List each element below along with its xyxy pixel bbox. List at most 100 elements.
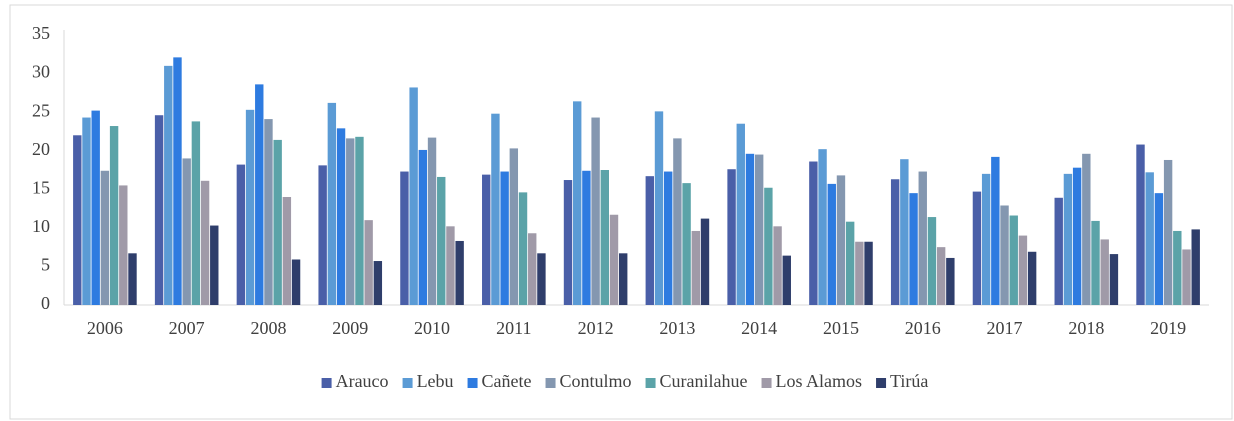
- bar: [818, 149, 827, 305]
- bar: [200, 180, 210, 305]
- bar: [245, 109, 255, 305]
- bar: [1100, 239, 1109, 305]
- legend-swatch: [321, 378, 332, 388]
- bar: [173, 57, 182, 305]
- bar: [900, 159, 909, 305]
- bar: [82, 117, 91, 306]
- bar: [236, 164, 246, 305]
- bar: [418, 149, 428, 305]
- bar: [210, 225, 219, 305]
- bar: [518, 192, 528, 305]
- bar: [1082, 153, 1091, 305]
- bar: [154, 115, 164, 305]
- x-tick-label: 2009: [332, 318, 368, 338]
- bar: [491, 113, 500, 305]
- bar: [682, 183, 691, 305]
- bar: [727, 169, 736, 305]
- bar: [745, 153, 755, 305]
- bar: [591, 117, 600, 306]
- legend-swatch: [761, 378, 772, 388]
- bar: [972, 191, 982, 305]
- legend-swatch: [402, 378, 413, 388]
- y-tick-label: 35: [32, 23, 50, 43]
- bar: [1173, 230, 1182, 305]
- bar: [364, 220, 373, 305]
- bar: [918, 171, 927, 305]
- legend-label: Los Alamos: [776, 371, 863, 391]
- bar: [355, 136, 364, 305]
- bar: [691, 230, 700, 305]
- legend-label: Arauco: [336, 371, 389, 391]
- x-tick-label: 2018: [1068, 318, 1104, 338]
- bar: [573, 101, 582, 305]
- y-tick-label: 20: [32, 139, 50, 159]
- x-tick-label: 2013: [659, 318, 695, 338]
- bar: [346, 138, 355, 305]
- bar: [264, 119, 273, 305]
- bar: [909, 193, 918, 305]
- bar: [1091, 220, 1100, 305]
- bar: [100, 170, 110, 305]
- bar: [73, 135, 82, 305]
- bar: [936, 247, 946, 305]
- bar: [654, 111, 664, 305]
- bar: [373, 261, 383, 305]
- legend-label: Curanilahue: [660, 371, 748, 391]
- bar: [1163, 159, 1173, 305]
- bar: [1000, 205, 1009, 305]
- bar: [582, 170, 591, 305]
- bar: [1027, 251, 1037, 305]
- x-tick-label: 2014: [741, 318, 777, 338]
- bar: [782, 255, 791, 305]
- x-tick-label: 2017: [987, 318, 1023, 338]
- bar: [182, 158, 191, 305]
- bar: [809, 161, 818, 305]
- chart-border: [9, 4, 1233, 420]
- x-tick-label: 2008: [250, 318, 286, 338]
- bar: [1054, 197, 1063, 305]
- bar: [645, 176, 654, 305]
- bar: [764, 187, 773, 305]
- bar: [1063, 173, 1073, 305]
- bar: [1136, 144, 1145, 305]
- x-tick-label: 2010: [414, 318, 450, 338]
- bar: [1191, 229, 1200, 305]
- bar: [427, 137, 437, 305]
- bar: [773, 226, 782, 305]
- bar: [1109, 254, 1119, 305]
- x-tick-label: 2019: [1150, 318, 1186, 338]
- bar: [1072, 167, 1082, 305]
- bar: [609, 214, 619, 305]
- bar: [91, 110, 100, 305]
- bar: [318, 165, 327, 305]
- x-tick-label: 2015: [823, 318, 859, 338]
- bar: [1145, 172, 1154, 305]
- bar: [482, 174, 491, 305]
- legend-swatch: [467, 378, 478, 388]
- y-tick-label: 30: [32, 62, 50, 82]
- y-tick-label: 25: [32, 100, 50, 120]
- bar: [291, 259, 301, 305]
- legend-label: Lebu: [417, 371, 454, 391]
- bar: [282, 197, 292, 305]
- bar: [855, 241, 864, 305]
- bar: [845, 221, 855, 305]
- legend-swatch: [545, 378, 556, 388]
- bar: [1182, 249, 1191, 305]
- bar: [400, 171, 409, 305]
- bar: [663, 171, 673, 305]
- bar: [673, 138, 682, 305]
- x-tick-label: 2016: [905, 318, 941, 338]
- legend-swatch: [876, 378, 887, 388]
- legend-label: Contulmo: [560, 371, 632, 391]
- bar: [864, 241, 873, 305]
- bar: [836, 175, 846, 305]
- bar: [109, 126, 119, 306]
- bar: [528, 233, 537, 305]
- bar: [327, 102, 337, 305]
- y-tick-label: 10: [32, 216, 50, 236]
- bar: [164, 65, 173, 305]
- y-tick-label: 5: [41, 255, 50, 275]
- bar: [981, 173, 991, 305]
